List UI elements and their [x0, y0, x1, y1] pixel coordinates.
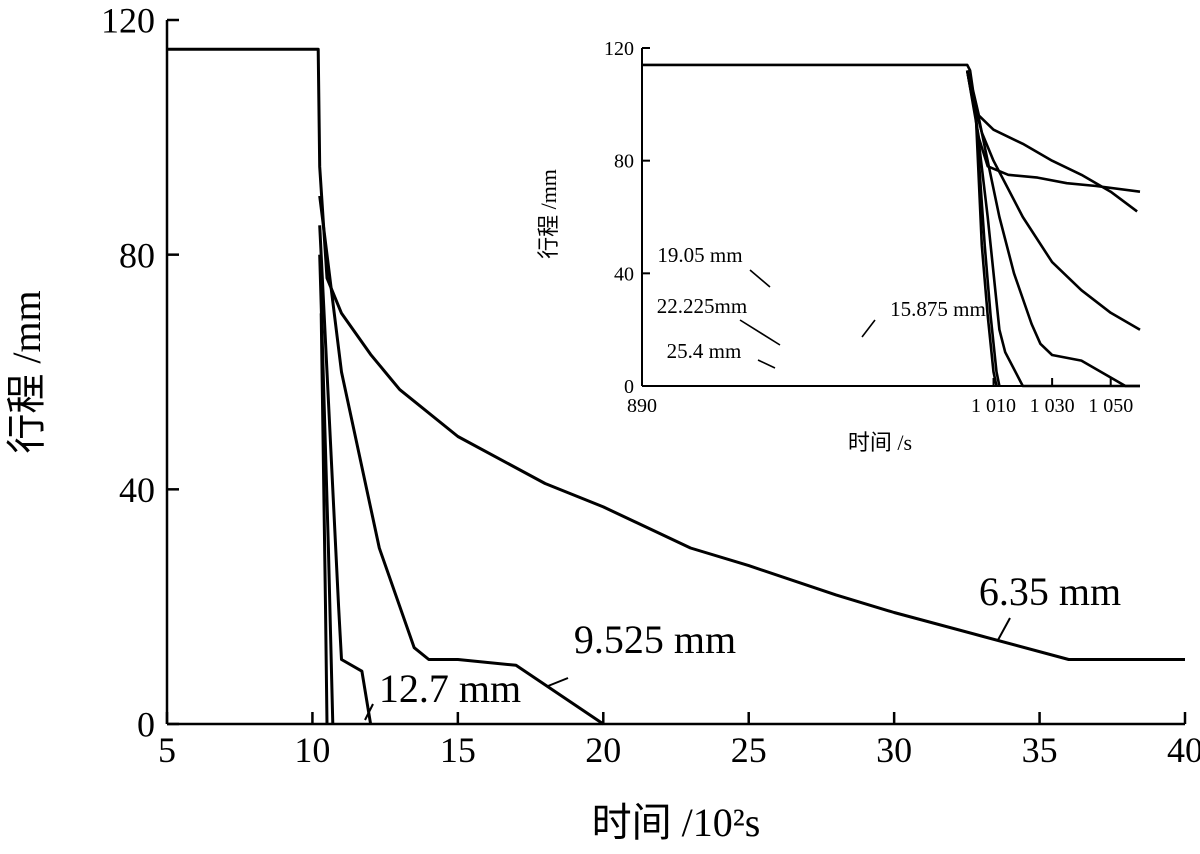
inset-annotation-label-3: 15.875 mm [890, 297, 986, 321]
main-y-axis-title: 行程 /mm [4, 290, 49, 453]
main-series-line-2 [318, 225, 373, 725]
inset-y-tick-label: 0 [624, 376, 634, 398]
main-annotation-label-0: 6.35 mm [979, 569, 1121, 614]
inset-x-tick-label: 1 010 [971, 395, 1016, 417]
main-annotation-label-2: 12.7 mm [379, 666, 521, 711]
main-x-tick-label: 15 [440, 730, 476, 770]
inset-annotation-leader-1 [739, 319, 781, 346]
inset-chart-marks: 890 1 010 1 030 1 050 0 40 80 120 时间 /s 行程 /mm 19.… [530, 30, 1190, 460]
main-x-tick-label: 40 [1167, 730, 1200, 770]
main-series-line-4 [319, 313, 329, 725]
main-x-axis-title: 时间 /10²s [592, 800, 761, 845]
inset-series-line-6 [965, 70, 998, 387]
inset-x-tick-label: 1 050 [1088, 395, 1133, 417]
main-annotation-leader-2 [364, 703, 374, 721]
main-series-line-1 [318, 195, 605, 726]
inset-series-line-0 [642, 63, 1138, 213]
main-annotation-leader-0 [997, 617, 1011, 641]
inset-y-axis-title: 行程 /mm [536, 169, 561, 259]
main-y-tick-label: 120 [101, 1, 155, 41]
main-x-tick-label: 20 [585, 730, 621, 770]
inset-y-tick-label: 80 [614, 151, 634, 173]
main-annotation-leader-1 [547, 677, 569, 687]
main-y-tick-label: 80 [119, 235, 155, 275]
inset-annotation-label-0: 19.05 mm [657, 243, 742, 267]
main-x-tick-label: 30 [876, 730, 912, 770]
inset-annotation-label-2: 25.4 mm [667, 339, 742, 363]
inset-series-line-3 [965, 70, 1140, 388]
inset-y-tick-label: 40 [614, 263, 634, 285]
inset-annotation-leader-3 [861, 319, 876, 338]
inset-annotation-leader-0 [749, 269, 771, 288]
main-x-tick-label: 10 [294, 730, 330, 770]
inset-x-tick-label: 1 030 [1030, 395, 1075, 417]
inset-x-axis-title: 时间 /s [848, 430, 912, 455]
main-x-tick-label: 35 [1022, 730, 1058, 770]
inset-annotation-leader-2 [757, 359, 776, 369]
inset-y-tick-label: 120 [604, 38, 634, 60]
main-chart-marks: 5 10 15 20 25 30 35 40 0 40 80 120 时间 /10²s 行程 /mm 6.3… [4, 1, 1200, 845]
main-y-tick-label: 0 [137, 705, 155, 745]
main-annotation-label-1: 9.525 mm [574, 617, 736, 662]
main-x-tick-label: 5 [158, 730, 176, 770]
inset-annotation-label-1: 22.225mm [657, 294, 747, 318]
inset-x-tick-label: 890 [627, 395, 657, 417]
main-y-tick-label: 40 [119, 470, 155, 510]
inset-background [530, 30, 1190, 460]
main-x-tick-label: 25 [731, 730, 767, 770]
